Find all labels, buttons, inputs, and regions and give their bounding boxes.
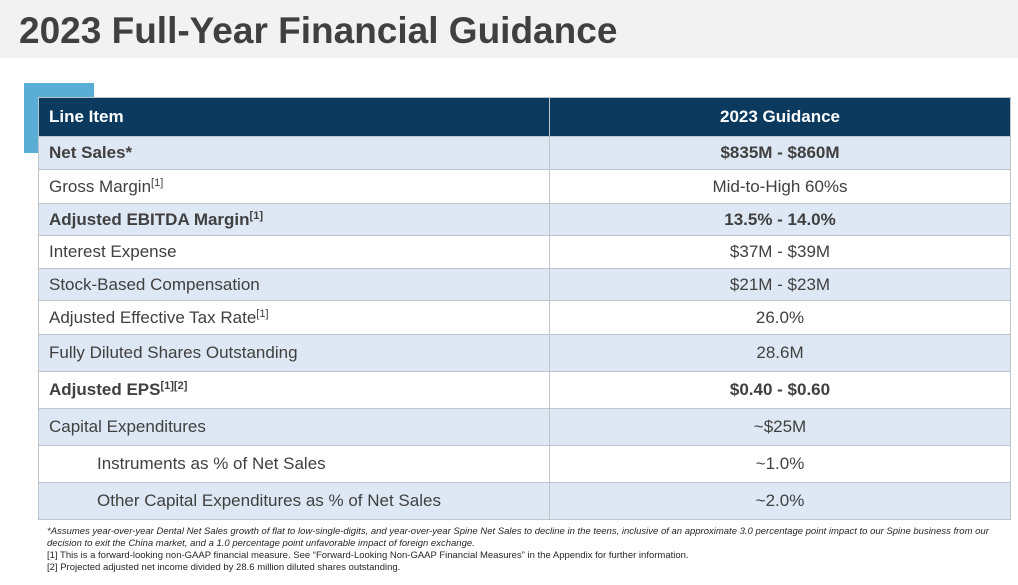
row-label: Capital Expenditures (38, 408, 550, 446)
row-label: Gross Margin[1] (38, 169, 550, 204)
table-row-adjusted-eps: Adjusted EPS[1][2] $0.40 - $0.60 (38, 371, 1011, 409)
row-label-text: Adjusted Effective Tax Rate (49, 307, 257, 327)
row-label-text: Adjusted EBITDA Margin (49, 209, 250, 229)
row-label-text: Net Sales* (49, 143, 133, 162)
table-row-interest-expense: Interest Expense $37M - $39M (38, 235, 1011, 269)
table-row-instruments: Instruments as % of Net Sales ~1.0% (38, 445, 1011, 483)
header-guidance: 2023 Guidance (549, 97, 1011, 137)
table-row-fully-diluted-shares: Fully Diluted Shares Outstanding 28.6M (38, 334, 1011, 372)
row-label-text: Capital Expenditures (49, 417, 206, 436)
footnote-ref: [1] (249, 209, 263, 222)
footnotes: *Assumes year-over-year Dental Net Sales… (47, 526, 1007, 574)
row-label: Adjusted EPS[1][2] (38, 371, 550, 409)
row-label-text: Instruments as % of Net Sales (97, 454, 326, 473)
table-row-capital-expenditures: Capital Expenditures ~$25M (38, 408, 1011, 446)
table-row-gross-margin: Gross Margin[1] Mid-to-High 60%s (38, 169, 1011, 204)
footnote-ref: [1][2] (160, 380, 188, 392)
row-value: 13.5% - 14.0% (549, 203, 1011, 236)
row-label-text: Adjusted EPS (49, 380, 161, 399)
row-label-text: Fully Diluted Shares Outstanding (49, 343, 298, 362)
row-label-text: Interest Expense (49, 242, 177, 261)
row-value: ~1.0% (549, 445, 1011, 483)
row-value: Mid-to-High 60%s (549, 169, 1011, 204)
footnote-ref: [1] (256, 307, 269, 320)
table-row-adjusted-ebitda-margin: Adjusted EBITDA Margin[1] 13.5% - 14.0% (38, 203, 1011, 236)
row-label-text: Other Capital Expenditures as % of Net S… (97, 491, 441, 510)
footnote-ref: [1] (151, 176, 164, 189)
row-label-text: Stock-Based Compensation (49, 274, 260, 294)
table-row-adjusted-effective-tax-rate: Adjusted Effective Tax Rate[1] 26.0% (38, 300, 1011, 335)
row-value: $835M - $860M (549, 136, 1011, 170)
footnote-1: [1] This is a forward-looking non-GAAP f… (47, 550, 689, 561)
footnote-star: *Assumes year-over-year Dental Net Sales… (47, 526, 989, 549)
table-row-stock-based-compensation: Stock-Based Compensation $21M - $23M (38, 268, 1011, 301)
row-value: 28.6M (549, 334, 1011, 372)
row-label: Interest Expense (38, 235, 550, 269)
header-line-item: Line Item (38, 97, 550, 137)
row-value: $0.40 - $0.60 (549, 371, 1011, 409)
row-label: Net Sales* (38, 136, 550, 170)
guidance-table: Line Item 2023 Guidance Net Sales* $835M… (38, 97, 1011, 520)
page-title: 2023 Full-Year Financial Guidance (19, 10, 618, 51)
row-label: Instruments as % of Net Sales (38, 445, 550, 483)
row-label: Adjusted EBITDA Margin[1] (38, 203, 550, 236)
row-label: Fully Diluted Shares Outstanding (38, 334, 550, 372)
row-label-text: Gross Margin (49, 176, 152, 196)
row-value: ~$25M (549, 408, 1011, 446)
footnote-2: [2] Projected adjusted net income divide… (47, 562, 401, 573)
row-value: ~2.0% (549, 482, 1011, 520)
row-value: 26.0% (549, 300, 1011, 335)
row-value: $37M - $39M (549, 235, 1011, 269)
row-label: Adjusted Effective Tax Rate[1] (38, 300, 550, 335)
table-header-row: Line Item 2023 Guidance (38, 97, 1011, 137)
row-label: Stock-Based Compensation (38, 268, 550, 301)
row-value: $21M - $23M (549, 268, 1011, 301)
row-label: Other Capital Expenditures as % of Net S… (38, 482, 550, 520)
table-row-net-sales: Net Sales* $835M - $860M (38, 136, 1011, 170)
title-band (0, 0, 1018, 58)
table-row-other-capex: Other Capital Expenditures as % of Net S… (38, 482, 1011, 520)
